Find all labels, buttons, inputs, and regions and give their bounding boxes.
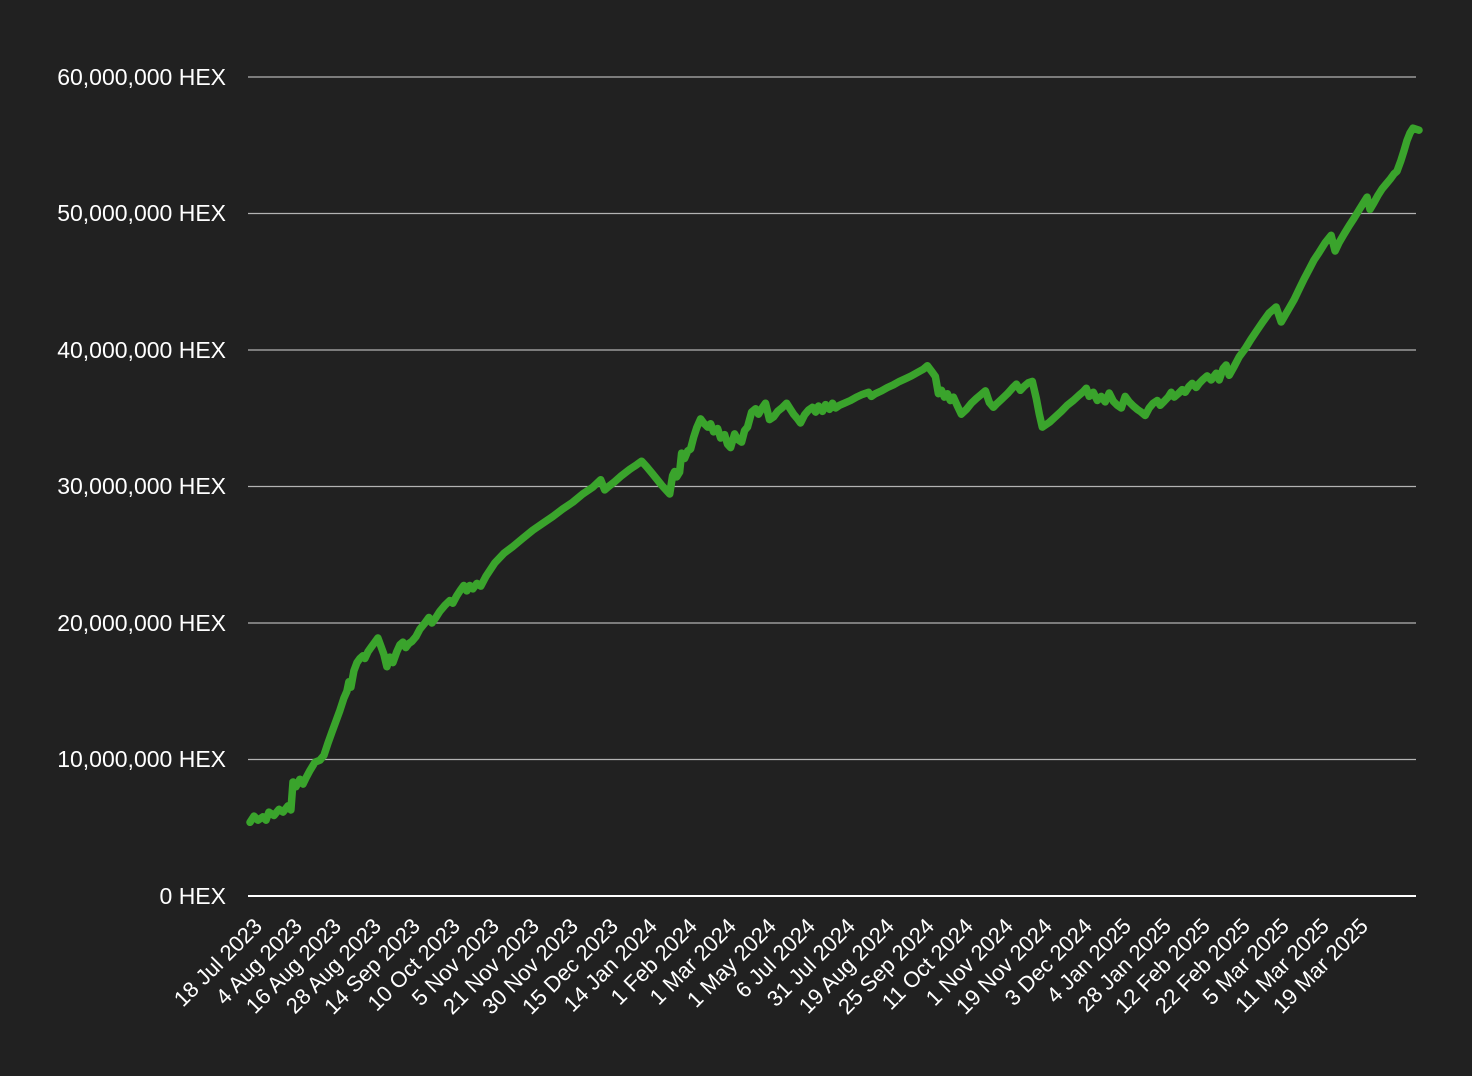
y-axis-tick-label: 10,000,000 HEX [57,746,226,772]
gridlines [248,76,1416,897]
y-axis-tick-label: 40,000,000 HEX [57,337,226,363]
y-axis-tick-label: 60,000,000 HEX [57,64,226,90]
y-axis-tick-label: 0 HEX [159,883,226,909]
hex-series-line [246,124,1423,827]
y-axis-tick-label: 20,000,000 HEX [57,610,226,636]
y-axis-tick-label: 30,000,000 HEX [57,473,226,499]
y-axis-tick-label: 50,000,000 HEX [57,200,226,226]
